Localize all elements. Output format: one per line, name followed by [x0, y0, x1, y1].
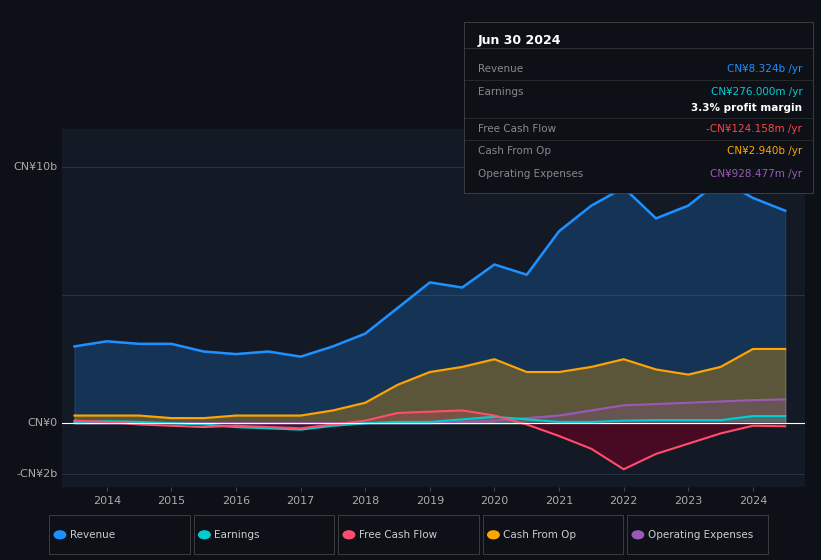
Text: -CN¥124.158m /yr: -CN¥124.158m /yr — [706, 124, 802, 134]
Text: CN¥8.324b /yr: CN¥8.324b /yr — [727, 63, 802, 73]
Text: 3.3% profit margin: 3.3% profit margin — [691, 103, 802, 113]
Text: CN¥0: CN¥0 — [28, 418, 57, 428]
Text: Cash From Op: Cash From Op — [478, 146, 551, 156]
Text: CN¥2.940b /yr: CN¥2.940b /yr — [727, 146, 802, 156]
Text: Operating Expenses: Operating Expenses — [478, 169, 583, 179]
Text: Earnings: Earnings — [478, 87, 523, 96]
Text: CN¥928.477m /yr: CN¥928.477m /yr — [710, 169, 802, 179]
Text: CN¥10b: CN¥10b — [14, 162, 57, 172]
Text: Earnings: Earnings — [214, 530, 259, 540]
Text: Jun 30 2024: Jun 30 2024 — [478, 34, 562, 48]
Text: CN¥276.000m /yr: CN¥276.000m /yr — [710, 87, 802, 96]
Text: Operating Expenses: Operating Expenses — [648, 530, 753, 540]
Text: Revenue: Revenue — [70, 530, 115, 540]
Text: Free Cash Flow: Free Cash Flow — [359, 530, 437, 540]
Text: -CN¥2b: -CN¥2b — [16, 469, 57, 479]
Text: Revenue: Revenue — [478, 63, 523, 73]
Text: Cash From Op: Cash From Op — [503, 530, 576, 540]
Text: Free Cash Flow: Free Cash Flow — [478, 124, 556, 134]
